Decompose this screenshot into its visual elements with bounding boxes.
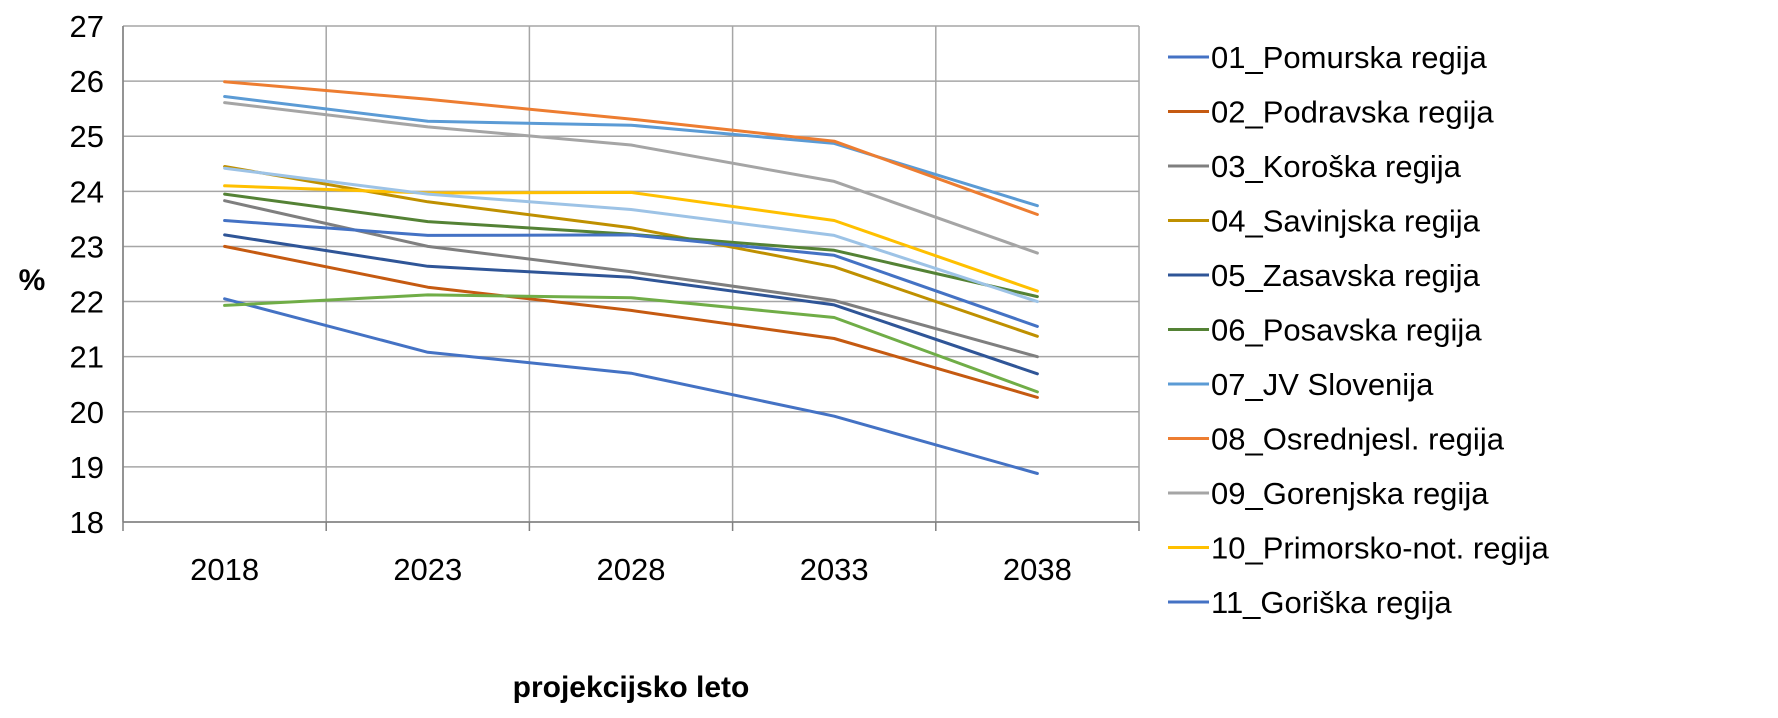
series-line [223, 233, 1039, 376]
legend-label: 10_Primorsko-not. regija [1211, 531, 1549, 566]
series-line [223, 166, 1039, 304]
legend-item: 04_Savinjska regija [1168, 204, 1481, 239]
legend-label: 01_Pomurska regija [1211, 40, 1487, 75]
series-line [223, 101, 1039, 255]
series-line [223, 80, 1039, 216]
series-line [223, 184, 1039, 293]
legend-label: 02_Podravska regija [1211, 95, 1494, 130]
legend-item: 03_Koroška regija [1168, 149, 1462, 184]
y-tick-label: 25 [70, 119, 104, 154]
legend-item: 01_Pomurska regija [1168, 40, 1487, 75]
x-tick-label: 2033 [800, 552, 869, 587]
y-tick-label: 20 [70, 395, 104, 430]
legend-label: 04_Savinjska regija [1211, 204, 1481, 239]
y-tick-label: 27 [70, 9, 104, 44]
legend: 01_Pomurska regija 02_Podravska regija 03_… [1168, 40, 1549, 620]
series-line [223, 219, 1039, 328]
y-axis-title: % [19, 264, 46, 297]
axes: 18 19 20 21 22 23 24 25 26 27 2018 2023 2028 2033 2038 [70, 9, 1140, 587]
legend-item: 07_JV Slovenija [1168, 367, 1434, 402]
series-line [223, 293, 1039, 394]
x-tick-label: 2028 [597, 552, 666, 587]
y-tick-label: 26 [70, 64, 104, 99]
series-lines [223, 80, 1039, 475]
legend-label: 07_JV Slovenija [1211, 367, 1434, 402]
x-tick-label: 2018 [190, 552, 259, 587]
legend-item: 09_Gorenjska regija [1168, 476, 1489, 511]
y-tick-label: 18 [70, 505, 104, 540]
y-tick-label: 23 [70, 229, 104, 264]
legend-label: 08_Osrednjesl. regija [1211, 422, 1505, 457]
y-tick-label: 19 [70, 450, 104, 485]
x-tick-label: 2038 [1003, 552, 1072, 587]
legend-label: 06_Posavska regija [1211, 313, 1482, 348]
legend-item: 05_Zasavska regija [1168, 258, 1481, 293]
legend-item: 11_Goriška regija [1168, 585, 1452, 620]
y-tick-label: 21 [70, 340, 104, 375]
legend-label: 03_Koroška regija [1211, 149, 1462, 184]
legend-item: 10_Primorsko-not. regija [1168, 531, 1549, 566]
legend-item: 02_Podravska regija [1168, 95, 1494, 130]
x-axis-title: projekcijsko leto [513, 671, 750, 704]
legend-label: 09_Gorenjska regija [1211, 476, 1489, 511]
legend-item: 06_Posavska regija [1168, 313, 1482, 348]
series-line [223, 244, 1039, 399]
legend-item: 08_Osrednjesl. regija [1168, 422, 1505, 457]
series-line [223, 297, 1039, 475]
y-tick-label: 22 [70, 285, 104, 320]
x-tick-label: 2023 [393, 552, 462, 587]
y-tick-label: 24 [70, 174, 104, 209]
legend-label: 05_Zasavska regija [1211, 258, 1481, 293]
legend-label: 11_Goriška regija [1211, 585, 1452, 620]
